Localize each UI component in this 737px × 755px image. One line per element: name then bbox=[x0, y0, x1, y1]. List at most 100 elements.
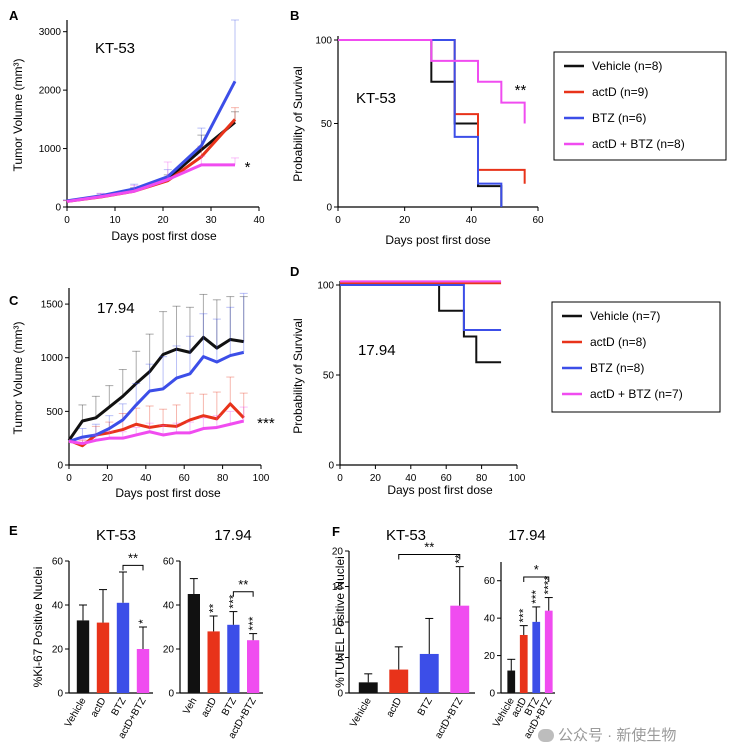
y-tick-label: 0 bbox=[55, 203, 61, 214]
y-tick-label: 1000 bbox=[41, 353, 64, 364]
significance-mark: *** bbox=[246, 616, 260, 630]
y-tick-label: 60 bbox=[163, 557, 175, 568]
survival-curve-btz bbox=[340, 284, 502, 331]
bar-panel-title: 17.94 bbox=[214, 527, 252, 544]
x-category-label: Veh bbox=[181, 696, 199, 716]
bar-actd bbox=[519, 634, 528, 693]
watermark: 公众号 · 新使生物 bbox=[538, 724, 676, 745]
watermark-text: 公众号 · 新使生物 bbox=[558, 727, 677, 744]
x-axis-label: Days post first dose bbox=[387, 483, 493, 497]
legend-entry: BTZ (n=6) bbox=[592, 111, 646, 125]
x-tick-label: 30 bbox=[205, 215, 217, 226]
legend-entry: actD + BTZ (n=7) bbox=[590, 387, 683, 401]
y-tick-label: 500 bbox=[46, 407, 63, 418]
bar-vehicle bbox=[507, 670, 516, 693]
comparison-bracket bbox=[523, 576, 550, 582]
x-tick-label: 0 bbox=[337, 473, 343, 484]
x-tick-label: 40 bbox=[253, 215, 265, 226]
y-axis-label: %TUNEL Positive Nuclei bbox=[333, 556, 347, 688]
bracket-significance: ** bbox=[128, 550, 138, 565]
cell-line-annotation: 17.94 bbox=[358, 342, 396, 359]
bar-vehicle bbox=[358, 682, 378, 693]
x-tick-label: 20 bbox=[102, 473, 114, 484]
y-tick-label: 60 bbox=[484, 576, 496, 587]
bar-actd-btz bbox=[247, 640, 260, 693]
comparison-bracket bbox=[232, 591, 254, 597]
x-axis-label: Days post first dose bbox=[111, 229, 217, 243]
cell-line-annotation: KT-53 bbox=[356, 90, 396, 107]
y-axis-label: %Ki-67 Positive Nuclei bbox=[31, 567, 45, 688]
x-tick-label: 100 bbox=[509, 473, 526, 484]
bar-vehicle bbox=[76, 620, 90, 693]
x-tick-label: 80 bbox=[476, 473, 488, 484]
series-vehicle bbox=[67, 293, 248, 442]
y-tick-label: 10 bbox=[332, 618, 344, 629]
y-tick-label: 0 bbox=[57, 461, 63, 472]
y-tick-label: 100 bbox=[317, 281, 334, 292]
y-tick-label: 40 bbox=[484, 614, 496, 625]
y-tick-label: 0 bbox=[326, 203, 332, 214]
y-tick-label: 0 bbox=[57, 689, 63, 700]
y-tick-label: 0 bbox=[168, 689, 174, 700]
series-line bbox=[66, 163, 235, 203]
x-tick-label: 40 bbox=[466, 215, 478, 226]
survival-curve-btz bbox=[338, 39, 503, 207]
series-btz bbox=[68, 292, 248, 443]
x-category-label: actD bbox=[385, 696, 405, 719]
series-line bbox=[68, 419, 245, 446]
x-tick-label: 0 bbox=[66, 473, 72, 484]
panel-label: D bbox=[290, 264, 299, 279]
x-tick-label: 40 bbox=[140, 473, 152, 484]
significance-mark: *** bbox=[517, 608, 531, 622]
x-tick-label: 10 bbox=[109, 215, 121, 226]
bar-veh bbox=[187, 594, 200, 693]
x-tick-label: 80 bbox=[217, 473, 229, 484]
y-tick-label: 100 bbox=[315, 36, 332, 47]
x-axis-label: Days post first dose bbox=[385, 233, 491, 247]
panel-label: A bbox=[9, 8, 19, 23]
bar-panel-title: KT-53 bbox=[386, 527, 426, 544]
x-tick-label: 40 bbox=[405, 473, 417, 484]
significance-mark: *** bbox=[257, 415, 275, 432]
y-tick-label: 1500 bbox=[41, 300, 64, 311]
x-tick-label: 20 bbox=[370, 473, 382, 484]
x-tick-label: 20 bbox=[157, 215, 169, 226]
y-tick-label: 0 bbox=[337, 689, 343, 700]
x-axis-label: Days post first dose bbox=[115, 486, 221, 500]
panel-label: F bbox=[332, 524, 340, 539]
survival-curve-actd-btz bbox=[338, 39, 526, 124]
significance-mark: * bbox=[136, 619, 150, 624]
bar-actd-btz bbox=[544, 610, 553, 693]
bar-btz bbox=[419, 653, 439, 693]
y-tick-label: 60 bbox=[52, 557, 64, 568]
y-tick-label: 0 bbox=[328, 461, 334, 472]
comparison-bracket bbox=[122, 564, 144, 571]
bar-actd-btz bbox=[136, 649, 150, 693]
y-tick-label: 0 bbox=[489, 689, 495, 700]
y-tick-label: 20 bbox=[163, 645, 175, 656]
bar-panel-title: KT-53 bbox=[96, 527, 136, 544]
x-category-label: actD bbox=[199, 696, 219, 719]
y-tick-label: 40 bbox=[52, 601, 64, 612]
cell-line-annotation: 17.94 bbox=[97, 300, 135, 317]
panel-label: C bbox=[9, 293, 19, 308]
x-tick-label: 0 bbox=[64, 215, 70, 226]
series-actd-btz bbox=[68, 406, 248, 446]
y-tick-label: 15 bbox=[332, 582, 344, 593]
bracket-significance: ** bbox=[424, 540, 434, 555]
bar-actd bbox=[389, 669, 409, 693]
axes-B: 0 20 40 60 0 50 100 bbox=[315, 36, 544, 227]
legend-entry: actD (n=8) bbox=[590, 335, 646, 349]
y-tick-label: 3000 bbox=[39, 27, 62, 38]
y-tick-label: 40 bbox=[163, 601, 175, 612]
bar-actd-btz bbox=[450, 605, 470, 693]
y-tick-label: 50 bbox=[323, 371, 335, 382]
bar-actd bbox=[96, 622, 110, 693]
bracket-significance: ** bbox=[238, 577, 248, 592]
series-line bbox=[66, 121, 236, 203]
bar-btz bbox=[116, 602, 130, 693]
x-category-label: actD+BTZ bbox=[433, 696, 465, 741]
axes-A: 0 10 20 30 40 0 1000 2000 3000 bbox=[39, 20, 265, 226]
significance-mark: * bbox=[245, 159, 251, 176]
